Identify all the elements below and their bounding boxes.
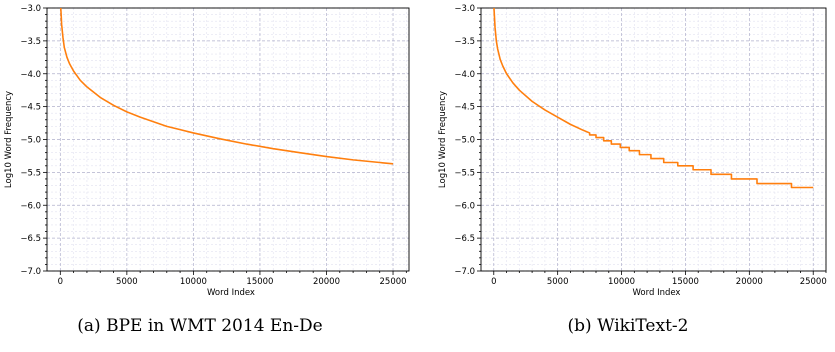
y-tick-label: −6.5 [20, 234, 41, 244]
y-tick-label: −3.0 [20, 4, 41, 14]
x-tick-label: 5000 [116, 277, 138, 287]
y-tick-label: −7.0 [454, 267, 475, 277]
y-tick-label: −4.5 [20, 103, 41, 113]
x-tick-label: 0 [491, 277, 496, 287]
x-tick-label: 10000 [180, 277, 207, 287]
x-tick-label: 0 [58, 277, 63, 287]
x-tick-label: 10000 [608, 277, 635, 287]
x-axis-label: Word Index [207, 288, 255, 298]
x-axis-label: Word Index [633, 288, 681, 298]
figure-caption: (b) WikiText-2 [568, 316, 689, 336]
x-tick-label: 20000 [313, 277, 340, 287]
y-tick-label: −6.0 [454, 201, 475, 211]
y-tick-label: −4.0 [454, 70, 475, 80]
y-tick-label: −5.5 [20, 168, 41, 178]
y-tick-label: −6.5 [454, 234, 475, 244]
y-tick-label: −4.0 [20, 70, 41, 80]
x-tick-label: 15000 [246, 277, 273, 287]
major-grid [47, 7, 409, 272]
major-grid [481, 7, 826, 272]
y-axis-label: Log10 Word Frequency [4, 91, 14, 188]
y-tick-label: −5.0 [20, 136, 41, 146]
y-tick-label: −7.0 [20, 267, 41, 277]
chart-panel-a: −7.0 −6.5 −6.0 −5.5 −5.0 −4.5 −4.0 −3.5 −3.0 0 500… [4, 4, 410, 336]
y-tick-label: −5.0 [454, 136, 475, 146]
x-tick-label: 25000 [800, 277, 827, 287]
y-tick-label: −3.0 [454, 4, 475, 14]
figure-caption: (a) BPE in WMT 2014 En-De [77, 316, 322, 336]
x-tick-label: 5000 [547, 277, 569, 287]
y-tick-label: −3.5 [454, 37, 475, 47]
chart-panel-b: −7.0 −6.5 −6.0 −5.5 −5.0 −4.5 −4.0 −3.5 −3.0 0 500… [438, 4, 827, 336]
y-axis-label: Log10 Word Frequency [438, 91, 448, 188]
x-tick-label: 15000 [672, 277, 699, 287]
series-line [59, 8, 394, 165]
x-tick-label: 25000 [380, 277, 407, 287]
x-tick-label: 20000 [736, 277, 763, 287]
series-line [493, 8, 814, 189]
y-tick-label: −4.5 [454, 103, 475, 113]
y-tick-label: −6.0 [20, 201, 41, 211]
y-tick-label: −3.5 [20, 37, 41, 47]
y-tick-label: −5.5 [454, 168, 475, 178]
